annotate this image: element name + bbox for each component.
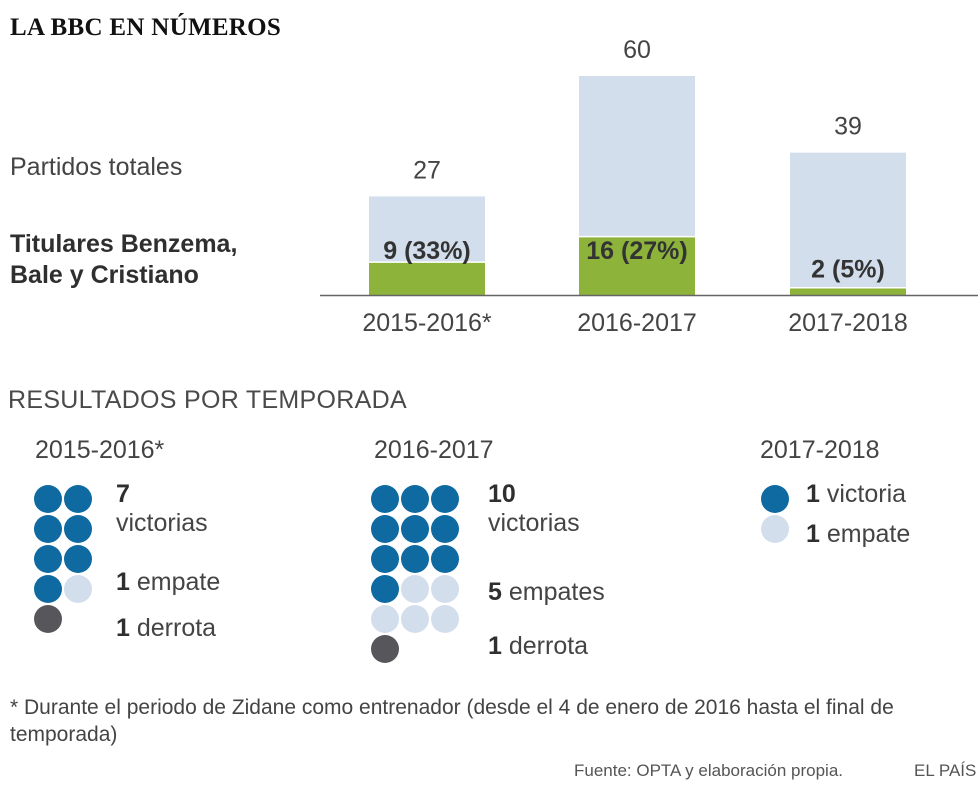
win-dot [431, 515, 459, 543]
dot-grid-2015-2016 [34, 485, 104, 645]
bar-chart: 27 9 (33%) 2015-2016* 60 16 (27%) 2016-2017 39… [320, 36, 978, 337]
legend-starters-line1: Titulares Benzema, [10, 230, 238, 258]
win-dot [371, 575, 399, 603]
total-value-label-0: 27 [413, 156, 441, 184]
total-bar-2 [790, 152, 906, 295]
win-dot [64, 485, 92, 513]
win-dot [34, 545, 62, 573]
win-dot [34, 485, 62, 513]
wins-text: victorias [116, 509, 208, 537]
total-value-label-2: 39 [834, 113, 862, 141]
starters-value-label-0: 9 (33%) [383, 237, 471, 265]
losses-text: derrota [508, 632, 589, 660]
wins-label-2015-2016: 7 victorias [116, 480, 208, 538]
draw-dot [64, 575, 92, 603]
draw-dot [431, 605, 459, 633]
x-tick-label-1: 2016-2017 [577, 309, 697, 337]
season-heading-2017-2018: 2017-2018 [760, 436, 880, 464]
dot-grid-2016-2017 [371, 485, 471, 665]
chart-title: LA BBC EN NÚMEROS [10, 14, 282, 41]
draw-dot [401, 575, 429, 603]
draws-label-2015-2016: 1 empate [116, 568, 220, 597]
draws-label-2016-2017: 5 empates [488, 578, 605, 607]
season-heading-2016-2017: 2016-2017 [374, 436, 494, 464]
dot-grid-2017-2018 [761, 485, 801, 555]
brand-logo-text: EL PAÍS [914, 761, 977, 780]
win-dot [371, 515, 399, 543]
draw-dot [371, 605, 399, 633]
wins-text: victorias [488, 509, 580, 537]
results-section-title: RESULTADOS POR TEMPORADA [8, 386, 407, 414]
draw-dot [401, 605, 429, 633]
starters-bar-1 [579, 236, 695, 295]
win-dot [34, 515, 62, 543]
win-dot [64, 515, 92, 543]
wins-count: 10 [488, 480, 516, 508]
win-dot [431, 545, 459, 573]
legend-starters-line2: Bale y Cristiano [10, 261, 199, 289]
draws-label-2017-2018: 1 empate [806, 520, 910, 549]
losses-label-2016-2017: 1 derrota [488, 632, 588, 661]
draws-text: empate [826, 520, 911, 548]
season-heading-2015-2016: 2015-2016* [35, 436, 165, 464]
losses-label-2015-2016: 1 derrota [116, 614, 216, 643]
source-credit: Fuente: OPTA y elaboración propia. [574, 761, 844, 780]
draws-count: 5 [488, 578, 502, 606]
x-tick-label-0: 2015-2016* [362, 309, 492, 337]
starters-value-label-1: 16 (27%) [586, 237, 687, 265]
win-dot [401, 515, 429, 543]
draws-text: empate [136, 568, 221, 596]
draw-dot [761, 515, 789, 543]
win-dot [401, 545, 429, 573]
total-value-label-1: 60 [623, 36, 651, 64]
losses-text: derrota [136, 614, 217, 642]
wins-count: 7 [116, 480, 130, 508]
starters-bar-2 [790, 287, 906, 295]
wins-label-2017-2018: 1 victoria [806, 480, 906, 509]
win-dot [64, 545, 92, 573]
win-dot [431, 485, 459, 513]
win-dot [371, 485, 399, 513]
win-dot [401, 485, 429, 513]
draws-text: empates [508, 578, 605, 606]
win-dot [371, 545, 399, 573]
losses-count: 1 [116, 614, 130, 642]
starters-bar-0 [369, 262, 485, 295]
legend-starters-label: Titulares Benzema, Bale y Cristiano [10, 229, 237, 291]
win-dot [761, 485, 789, 513]
loss-dot [34, 605, 62, 633]
losses-count: 1 [488, 632, 502, 660]
x-tick-label-2: 2017-2018 [788, 309, 908, 337]
wins-label-2016-2017: 10 victorias [488, 480, 580, 538]
starters-value-label-2: 2 (5%) [811, 256, 885, 284]
wins-text: victoria [826, 480, 907, 508]
draws-count: 1 [806, 520, 820, 548]
footnote: * Durante el periodo de Zidane como entr… [10, 696, 894, 746]
legend-total-label: Partidos totales [10, 153, 183, 181]
win-dot [34, 575, 62, 603]
wins-count: 1 [806, 480, 820, 508]
draws-count: 1 [116, 568, 130, 596]
loss-dot [371, 635, 399, 663]
draw-dot [431, 575, 459, 603]
